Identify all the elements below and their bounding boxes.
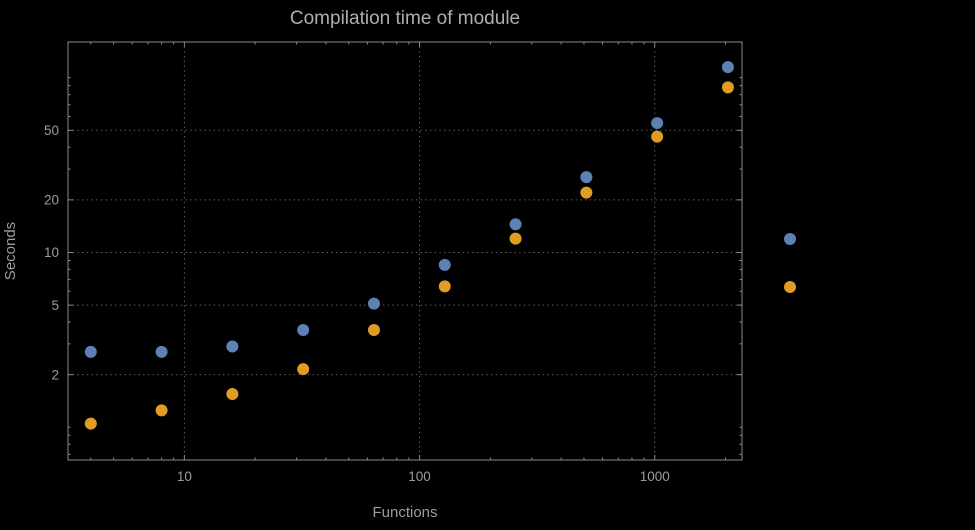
y-tick-label: 5: [51, 298, 59, 313]
data-point-series-orange: [367, 324, 380, 337]
data-point-series-blue: [367, 297, 380, 310]
chart-title: Compilation time of module: [290, 8, 520, 29]
y-axis-label: Seconds: [2, 222, 19, 280]
x-tick-label: 1000: [640, 469, 670, 484]
data-point-series-orange: [226, 388, 239, 401]
data-point-series-blue: [226, 340, 239, 353]
data-point-series-blue: [438, 258, 451, 271]
x-tick-label: 10: [177, 469, 192, 484]
data-point-series-orange: [651, 130, 664, 143]
axis-tick-labels: 10 100 1000 2 5 10 20 50: [44, 123, 670, 484]
data-point-series-orange: [580, 186, 593, 199]
data-point-series-blue: [651, 117, 664, 130]
data-point-series-orange: [509, 232, 522, 245]
data-point-series-blue: [84, 345, 97, 358]
legend-markers: [784, 233, 796, 293]
plot-frame: [67, 41, 743, 461]
gridlines: [68, 42, 742, 460]
data-point-series-blue: [155, 345, 168, 358]
data-point-series-orange: [721, 81, 734, 94]
scatter-points: [84, 61, 734, 430]
data-point-series-blue: [509, 218, 522, 231]
axis-ticks: [68, 42, 742, 460]
data-point-series-blue: [580, 171, 593, 184]
data-point-series-orange: [155, 404, 168, 417]
y-tick-label: 2: [51, 367, 59, 382]
x-axis-label: Functions: [372, 504, 437, 521]
y-tick-label: 50: [44, 123, 59, 138]
data-point-series-orange: [438, 280, 451, 293]
data-point-series-blue: [297, 324, 310, 337]
data-point-series-orange: [84, 417, 97, 430]
y-tick-label: 20: [44, 193, 59, 208]
y-tick-label: 10: [44, 245, 59, 260]
legend-marker-2: [784, 281, 796, 293]
data-point-series-orange: [297, 363, 310, 376]
legend-marker-1: [784, 233, 796, 245]
data-point-series-blue: [721, 61, 734, 74]
x-tick-label: 100: [408, 469, 431, 484]
